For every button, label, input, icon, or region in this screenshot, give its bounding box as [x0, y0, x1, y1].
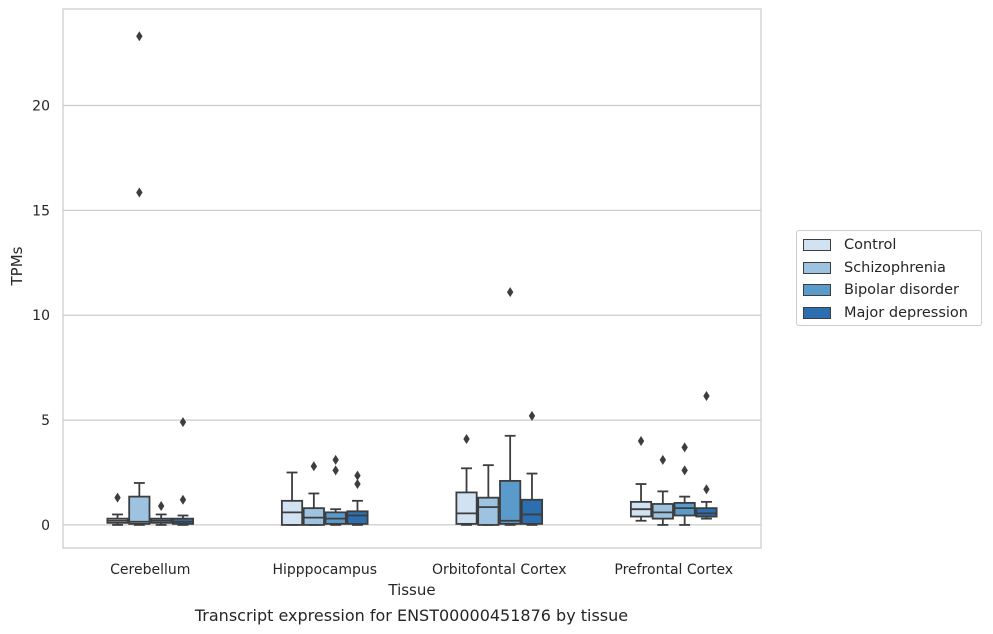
box-iqr	[128, 495, 151, 525]
box-outlier-point	[310, 461, 318, 472]
box-outlier-point	[703, 390, 710, 401]
legend-label: Control	[844, 237, 897, 253]
y-axis-ticks: 0 5 10 15 20	[32, 98, 50, 533]
x-tick-label: Orbitofontal Cortex	[432, 562, 567, 578]
series-schizophrenia	[128, 31, 674, 526]
box-iqr	[499, 479, 522, 525]
box-iqr	[651, 503, 674, 520]
legend-item: Bipolar disorder	[803, 280, 959, 300]
box-outlier-point	[703, 484, 710, 495]
box-iqr	[346, 510, 369, 525]
box-outlier-point	[681, 465, 688, 476]
y-tick-label: 20	[32, 98, 50, 114]
legend-swatch	[803, 306, 831, 319]
series-bipolar-disorder	[150, 287, 696, 526]
box-outlier-point	[157, 501, 165, 512]
legend-label: Bipolar disorder	[844, 282, 959, 298]
plot-area	[62, 8, 762, 549]
x-tick-label: Prefrontal Cortex	[614, 562, 733, 578]
box-outlier-point	[354, 470, 361, 481]
x-axis-title: Tissue	[387, 581, 435, 599]
box-iqr	[520, 498, 544, 525]
figure-caption: Transcript expression for ENST0000045187…	[194, 606, 629, 625]
legend-item: Major depression	[803, 303, 968, 323]
y-axis-title: TPMs	[8, 246, 26, 286]
y-tick-label: 15	[32, 203, 50, 219]
box-series	[106, 31, 718, 526]
box-iqr	[673, 502, 696, 517]
legend-swatch	[803, 261, 831, 274]
legend-label: Schizophrenia	[844, 259, 946, 276]
box-outlier-point	[637, 436, 645, 447]
legend-item: Schizophrenia	[803, 258, 946, 278]
box-iqr	[695, 507, 718, 518]
box-outlier-point	[354, 479, 361, 490]
x-axis-ticks: Cerebellum Hipppocampus Orbitofontal Corte…	[110, 562, 733, 578]
box-outlier-point	[463, 433, 470, 444]
legend-label: Major depression	[844, 304, 968, 321]
box-outlier-point	[114, 492, 121, 503]
box-outlier-point	[681, 442, 688, 453]
series-major-depression	[171, 390, 718, 526]
box-outlier-point	[179, 417, 187, 428]
box-iqr	[477, 496, 500, 526]
legend-swatch	[803, 284, 831, 296]
box-outlier-point	[136, 31, 143, 42]
box-outlier-point	[179, 494, 187, 505]
legend-swatch	[803, 239, 831, 251]
y-tick-label: 5	[41, 413, 50, 429]
box-outlier-point	[332, 454, 339, 465]
box-outlier-point	[136, 187, 143, 198]
box-iqr	[455, 491, 478, 525]
box-outlier-point	[506, 287, 514, 298]
x-tick-label: Cerebellum	[110, 562, 190, 578]
box-iqr	[302, 507, 325, 526]
box-outlier-point	[332, 465, 339, 476]
series-control	[106, 433, 653, 526]
box-outlier-point	[528, 410, 536, 421]
y-tick-label: 10	[32, 308, 50, 324]
y-tick-label: 0	[41, 518, 50, 534]
legend-item: Control	[803, 235, 896, 255]
legend: Control Schizophrenia Bipolar disorder Majo…	[796, 230, 982, 326]
box-outlier-point	[659, 454, 667, 465]
x-tick-label: Hipppocampus	[272, 562, 377, 578]
